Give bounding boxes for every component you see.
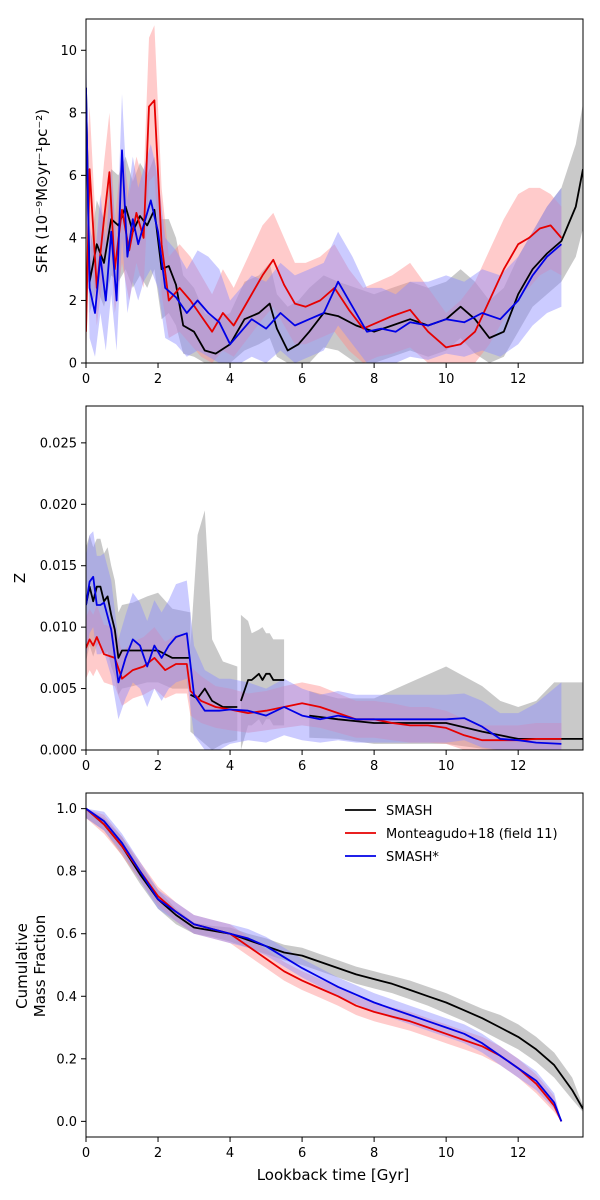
ytick-label-sfr-6: 6 xyxy=(69,169,77,184)
xtick-label-z-12: 12 xyxy=(510,759,527,774)
ytick-label-cmf-1.0: 1.0 xyxy=(56,802,77,817)
line-cmf-smash xyxy=(86,807,563,1122)
ytick-label-sfr-0: 0 xyxy=(69,357,77,372)
band-z-smash-seg3 xyxy=(240,614,285,750)
panel-metallicity: Z 0 2 4 6 8 10 12 0.000 0.005 0.010 0.015 0.020 0.02… xyxy=(11,405,584,774)
band-sfr-smash xyxy=(86,50,583,363)
xtick-label-z-6: 6 xyxy=(298,759,306,774)
xtick-label-z-8: 8 xyxy=(370,759,378,774)
ytick-label-z-0.025: 0.025 xyxy=(40,436,77,451)
xtick-label-sfr-2: 2 xyxy=(154,372,162,387)
legend-label-smash: SMASH xyxy=(386,804,432,819)
xtick-label-cmf-4: 4 xyxy=(226,1146,234,1161)
line-sfr-smash xyxy=(86,87,562,346)
xtick-label-cmf-8: 8 xyxy=(370,1146,378,1161)
ytick-label-z-0.020: 0.020 xyxy=(40,498,77,513)
xtick-label-sfr-8: 8 xyxy=(370,372,378,387)
panel-cumulative-mass: Cumulative Mass Fraction Lookback time [… xyxy=(13,792,584,1184)
line-sfr-monteagudo-18-field-11 xyxy=(86,99,563,349)
axes-frame-cmf xyxy=(85,792,584,1138)
ytick-label-cmf-0.0: 0.0 xyxy=(56,1115,77,1130)
line-z-smash-seg3 xyxy=(240,672,285,702)
ylabel-sfr: SFR (10⁻⁹M⊙yr⁻¹pc⁻²) xyxy=(33,109,51,273)
xtick-label-z-4: 4 xyxy=(226,759,234,774)
axes-frame-z xyxy=(85,405,584,751)
band-z-smash-seg4 xyxy=(309,666,583,750)
ytick-label-z-0.005: 0.005 xyxy=(40,682,77,697)
xtick-label-z-10: 10 xyxy=(438,759,455,774)
plot-area-sfr xyxy=(86,25,583,363)
axes-frame-sfr xyxy=(85,18,584,364)
ylabel-cmf-line1: Cumulative xyxy=(13,923,31,1009)
xtick-label-z-2: 2 xyxy=(154,759,162,774)
line-cmf-smash xyxy=(86,807,583,1110)
xtick-label-cmf-0: 0 xyxy=(82,1146,90,1161)
xtick-label-sfr-4: 4 xyxy=(226,372,234,387)
xtick-label-sfr-10: 10 xyxy=(438,372,455,387)
xtick-label-sfr-0: 0 xyxy=(82,372,90,387)
xtick-label-sfr-12: 12 xyxy=(510,372,527,387)
plot-area-z xyxy=(86,510,583,750)
band-cmf-smash xyxy=(86,808,583,1112)
xtick-label-sfr-6: 6 xyxy=(298,372,306,387)
xtick-label-cmf-2: 2 xyxy=(154,1146,162,1161)
line-cmf-monteagudo-18-field-11 xyxy=(86,807,563,1122)
ytick-label-cmf-0.6: 0.6 xyxy=(56,927,77,942)
band-sfr-smash xyxy=(86,44,562,363)
xtick-label-cmf-12: 12 xyxy=(510,1146,527,1161)
ytick-label-sfr-2: 2 xyxy=(69,294,77,309)
ytick-label-cmf-0.4: 0.4 xyxy=(56,990,77,1005)
ytick-label-z-0.015: 0.015 xyxy=(40,559,77,574)
legend-label-monteagudo: Monteagudo+18 (field 11) xyxy=(386,827,558,842)
band-z-smash-seg2 xyxy=(190,510,238,750)
ytick-label-z-0.010: 0.010 xyxy=(40,621,77,636)
ylabel-cmf-line2: Mass Fraction xyxy=(31,915,49,1017)
ytick-label-cmf-0.8: 0.8 xyxy=(56,865,77,880)
ylabel-z: Z xyxy=(11,573,29,583)
plot-area-cmf xyxy=(86,807,583,1122)
band-sfr-monteagudo-18-field-11 xyxy=(86,25,562,363)
xtick-label-z-0: 0 xyxy=(82,759,90,774)
ytick-label-sfr-4: 4 xyxy=(69,231,77,246)
ytick-label-sfr-10: 10 xyxy=(60,44,77,59)
xtick-label-cmf-10: 10 xyxy=(438,1146,455,1161)
line-z-smash xyxy=(86,575,562,745)
xtick-label-cmf-6: 6 xyxy=(298,1146,306,1161)
ytick-label-cmf-0.2: 0.2 xyxy=(56,1052,77,1067)
panel-sfr: SFR (10⁻⁹M⊙yr⁻¹pc⁻²) 0 2 4 6 8 10 12 0 2 4 6 8 10 xyxy=(33,18,584,387)
band-z-monteagudo-18-field-11 xyxy=(86,605,562,750)
xlabel-lookback: Lookback time [Gyr] xyxy=(257,1166,410,1184)
legend: SMASH Monteagudo+18 (field 11) SMASH* xyxy=(345,804,558,865)
ytick-label-z-0.000: 0.000 xyxy=(40,744,77,759)
legend-label-smash-star: SMASH* xyxy=(386,850,439,865)
ytick-label-sfr-8: 8 xyxy=(69,106,77,121)
band-z-smash xyxy=(86,531,562,750)
